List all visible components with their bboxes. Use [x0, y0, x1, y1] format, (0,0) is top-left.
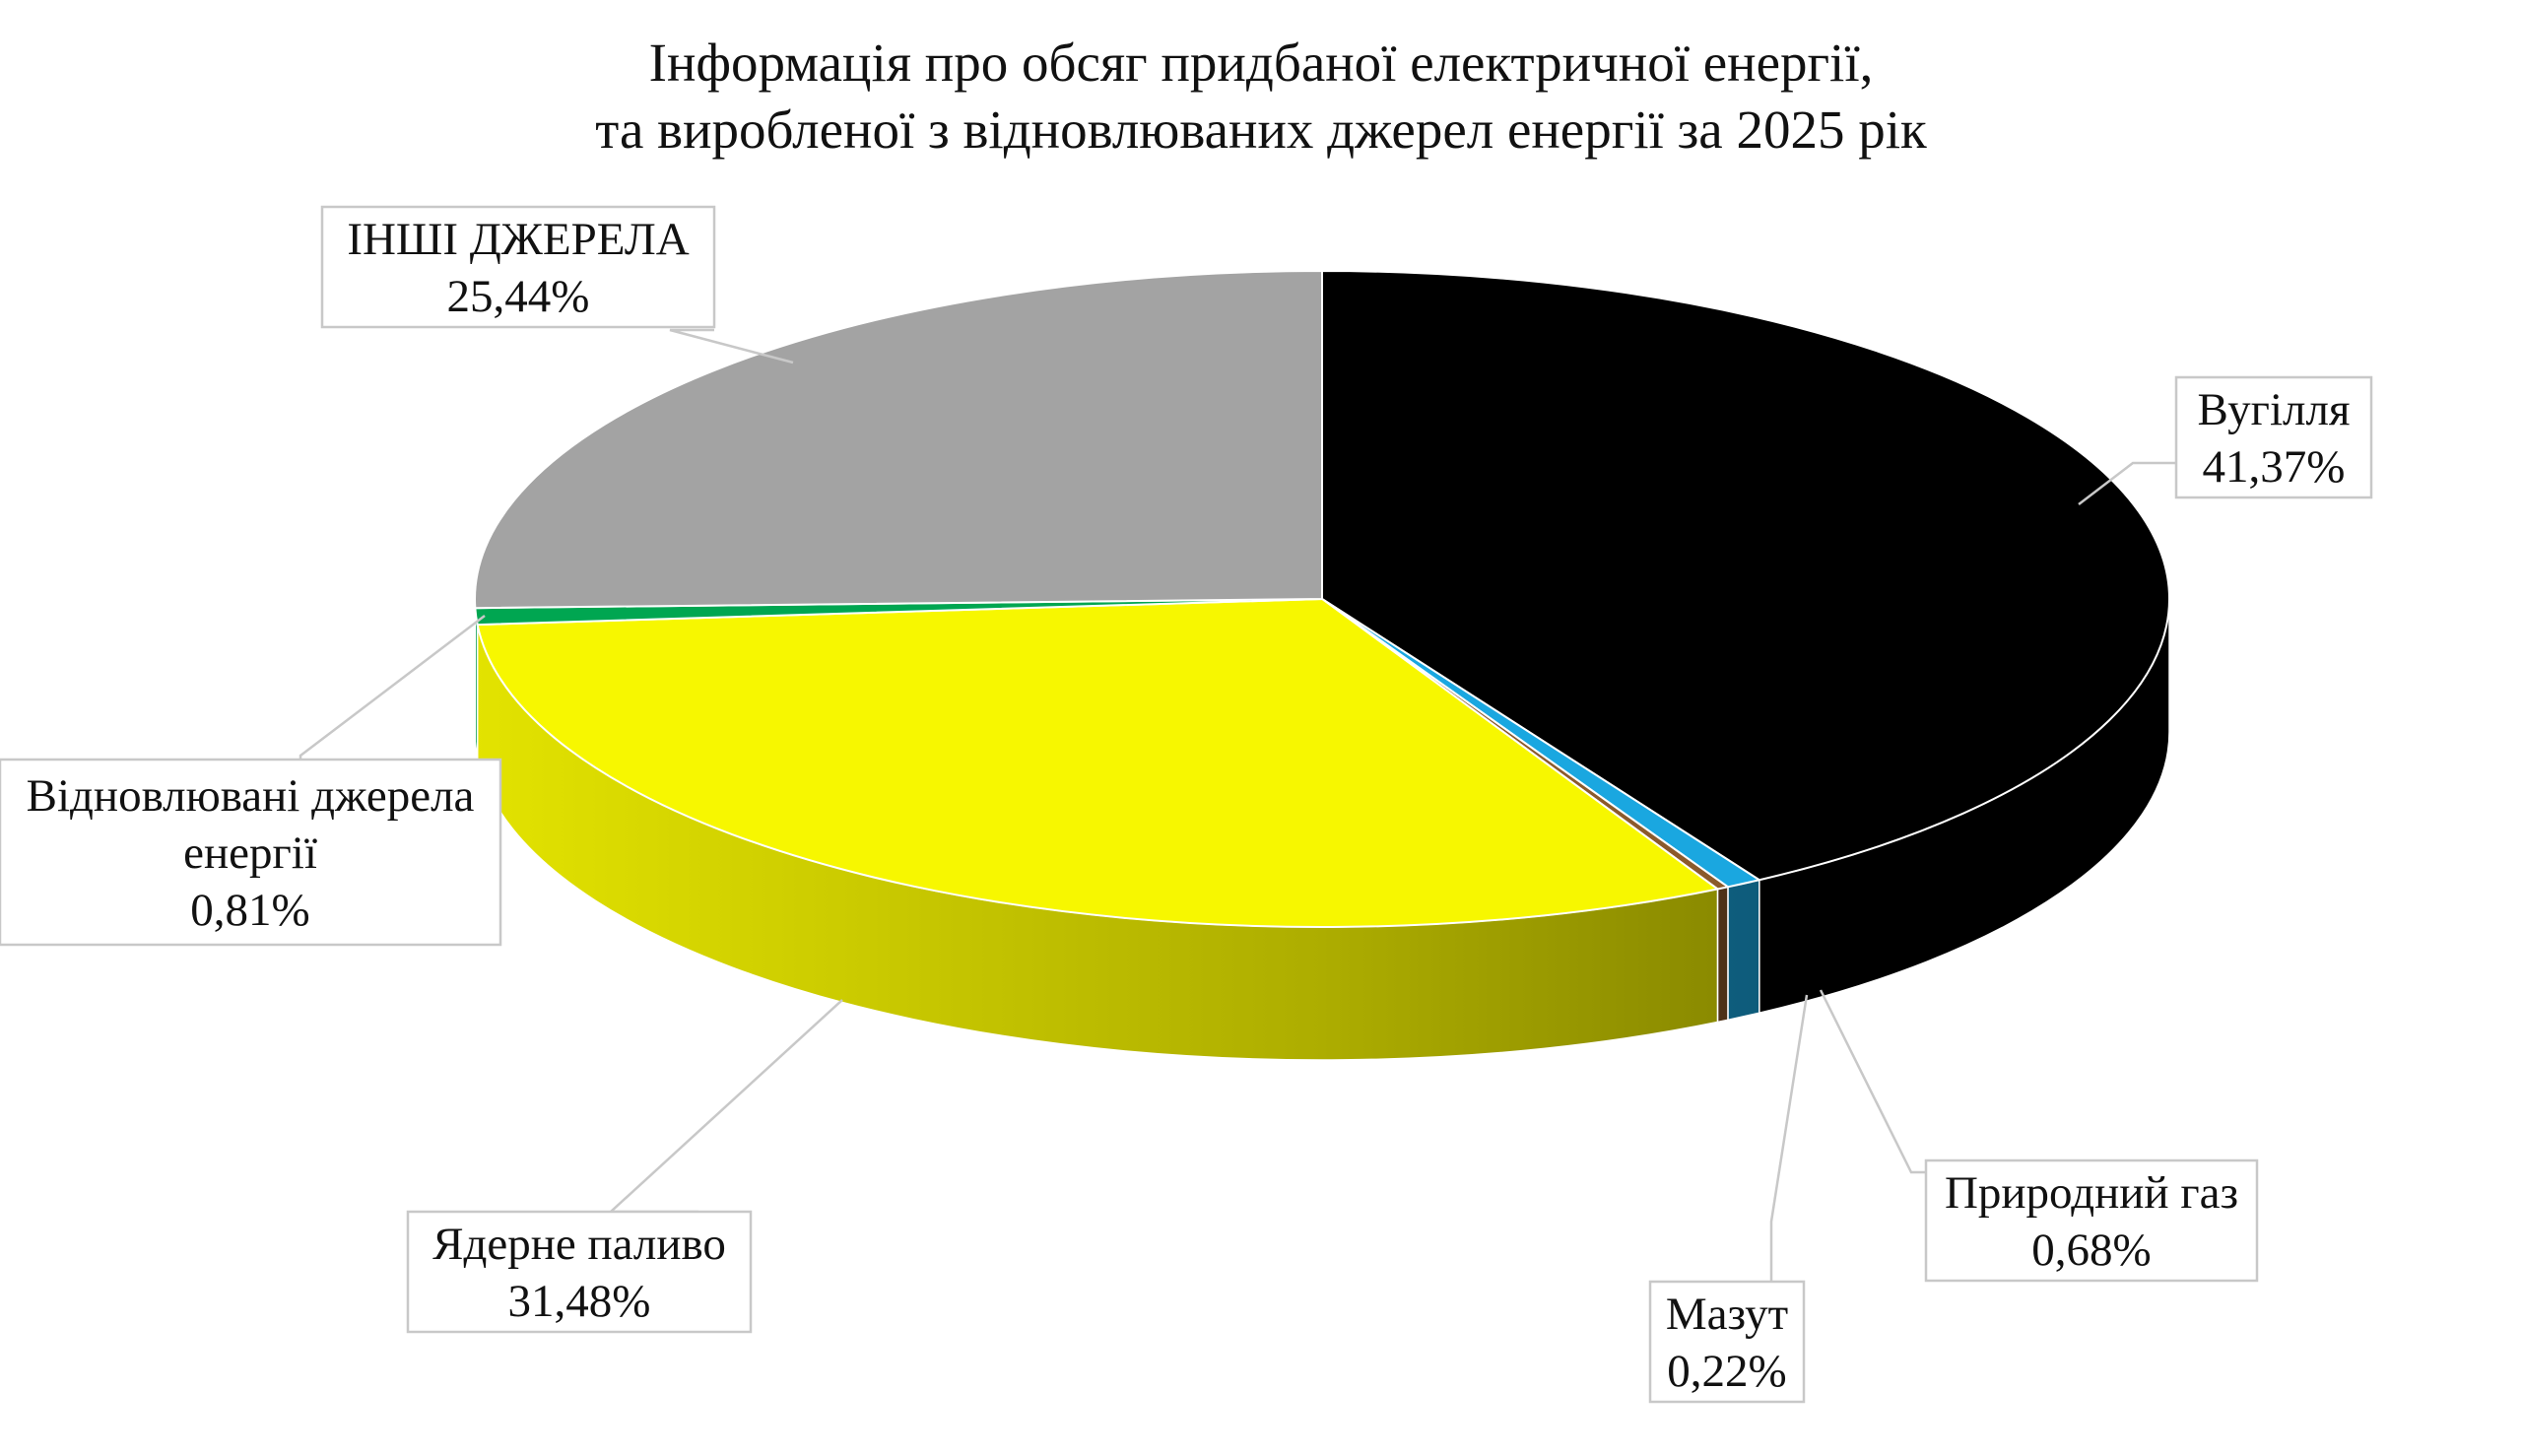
- leader-line-0: [2078, 461, 2176, 505]
- data-label-box-0: [2174, 375, 2373, 499]
- data-label-value-4: 0,81%: [190, 885, 309, 936]
- leader-line-4: [299, 615, 486, 760]
- leader-line-1: [1819, 989, 1926, 1174]
- data-label-value-3: 31,48%: [508, 1276, 651, 1327]
- leader-line-3: [607, 999, 843, 1214]
- pie-side-walls: [474, 598, 2170, 1061]
- pie-slice-0: [1321, 270, 2170, 882]
- pie-slice-3: [476, 598, 1719, 928]
- leader-line-5: [669, 328, 794, 364]
- data-label-value-5: 25,44%: [447, 271, 590, 322]
- pie-top-faces: [474, 270, 2170, 928]
- chart-title-line-1: Інформація про обсяг придбаної електричн…: [649, 33, 1874, 93]
- data-label-0: Вугілля 41,37%: [2078, 375, 2373, 505]
- data-label-box-4: [0, 758, 502, 947]
- data-label-5: ІНШІ ДЖЕРЕЛА 25,44%: [320, 205, 794, 364]
- data-label-name-3: Ядерне паливо: [432, 1219, 726, 1270]
- data-label-box-5: [320, 205, 716, 329]
- data-label-name-4: Відновлювані джерела: [27, 770, 475, 822]
- data-label-box-2: [1648, 1280, 1806, 1404]
- leader-line-2: [1769, 994, 1809, 1282]
- data-label-name-2: Мазут: [1666, 1289, 1788, 1340]
- chart-title-line-2: та виробленої з відновлюваних джерел ене…: [595, 99, 1927, 160]
- data-label-value-2: 0,22%: [1667, 1346, 1786, 1397]
- data-label-name-1: Природний газ: [1945, 1167, 2238, 1219]
- pie-wall-2: [1716, 886, 1729, 1024]
- data-label-value-1: 0,68%: [2031, 1224, 2151, 1276]
- data-label-box-3: [406, 1210, 753, 1334]
- data-label-name-5: ІНШІ ДЖЕРЕЛА: [347, 214, 689, 265]
- data-label-name-0: Вугілля: [2197, 384, 2350, 435]
- data-label-name-4: енергії: [183, 827, 317, 879]
- data-label-box-1: [1924, 1158, 2259, 1283]
- chart-title: Інформація про обсяг придбаної електричн…: [595, 33, 1927, 160]
- pie-slice-5: [474, 270, 1323, 610]
- data-label-2: Мазут 0,22%: [1648, 994, 1809, 1404]
- pie-wall-1: [1727, 879, 1760, 1022]
- data-label-3: Ядерне паливо 31,48%: [406, 999, 843, 1334]
- data-label-value-0: 41,37%: [2203, 441, 2346, 493]
